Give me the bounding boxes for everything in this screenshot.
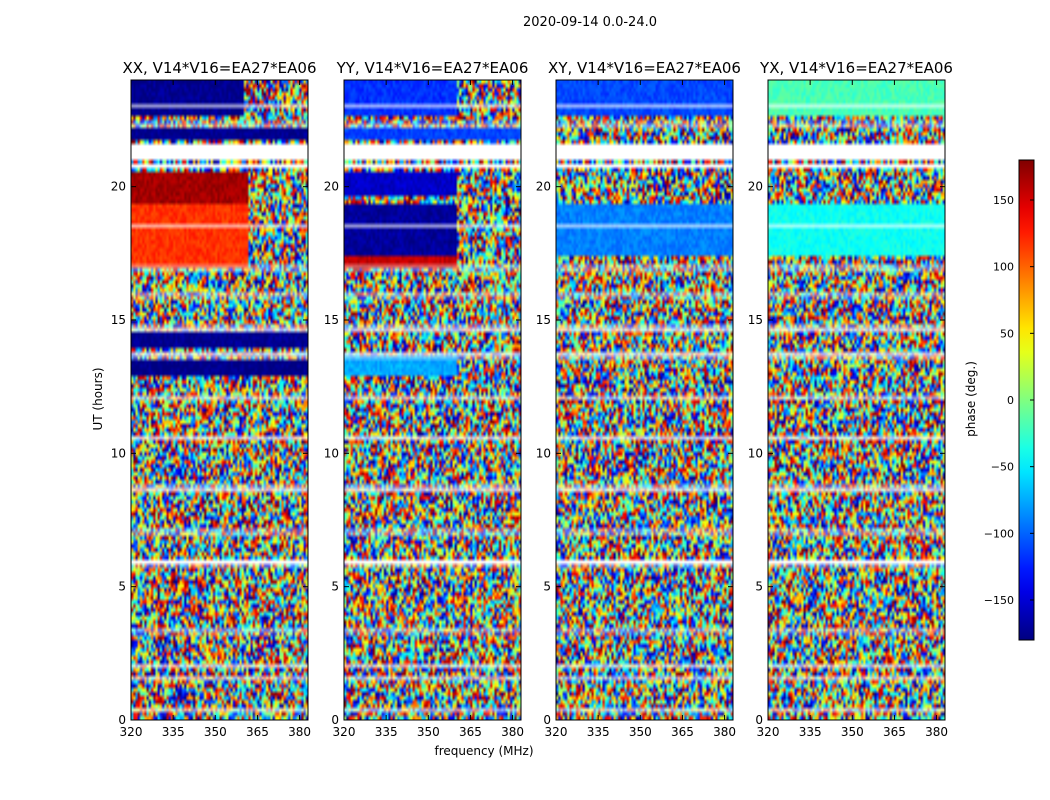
y-tick-label: 15 bbox=[748, 313, 763, 327]
colorbar-tick-label: 50 bbox=[1000, 327, 1014, 340]
panel-3: XY, V14*V16=EA27*EA06 320 335 350 365 380 0 5 10… bbox=[536, 59, 741, 739]
x-tick-label: 335 bbox=[799, 725, 822, 739]
y-tick-label: 10 bbox=[748, 446, 763, 460]
x-tick-label: 320 bbox=[120, 725, 143, 739]
panel-title: XY, V14*V16=EA27*EA06 bbox=[548, 59, 741, 77]
colorbar: 150 100 50 0 −50 −100 −150 bbox=[984, 159, 1035, 641]
colorbar-tick-label: −150 bbox=[984, 594, 1014, 607]
y-axis-label: UT (hours) bbox=[91, 367, 105, 430]
y-tick-label: 20 bbox=[748, 180, 763, 194]
y-tick-label: 5 bbox=[755, 580, 763, 594]
y-tick-label: 20 bbox=[536, 180, 551, 194]
x-tick-label: 335 bbox=[162, 725, 185, 739]
x-tick-label: 380 bbox=[288, 725, 311, 739]
y-tick-label: 10 bbox=[536, 446, 551, 460]
phase-raster bbox=[131, 80, 308, 720]
colorbar-label: phase (deg.) bbox=[964, 361, 978, 437]
x-tick-label: 335 bbox=[587, 725, 610, 739]
panel-title: YX, V14*V16=EA27*EA06 bbox=[759, 59, 953, 77]
axes-frame bbox=[130, 79, 309, 721]
axes-frame bbox=[767, 79, 946, 721]
y-tick-label: 0 bbox=[755, 713, 763, 727]
x-tick-label: 365 bbox=[246, 725, 269, 739]
y-tick-label: 10 bbox=[111, 446, 126, 460]
y-tick-label: 15 bbox=[111, 313, 126, 327]
x-tick-label: 380 bbox=[925, 725, 948, 739]
y-tick-label: 0 bbox=[543, 713, 551, 727]
y-tick-label: 5 bbox=[543, 580, 551, 594]
colorbar-tick-label: 100 bbox=[993, 261, 1014, 274]
x-tick-label: 320 bbox=[757, 725, 780, 739]
panel-group: XX, V14*V16=EA27*EA06 320 335 350 365 380 0 5 10… bbox=[111, 59, 953, 739]
y-tick-label: 5 bbox=[331, 580, 339, 594]
axes-frame bbox=[343, 79, 522, 721]
x-tick-label: 335 bbox=[375, 725, 398, 739]
x-tick-label: 380 bbox=[713, 725, 736, 739]
x-tick-label: 365 bbox=[459, 725, 482, 739]
panel-title: XX, V14*V16=EA27*EA06 bbox=[122, 59, 316, 77]
colorbar-tick-label: −100 bbox=[984, 527, 1014, 540]
colorbar-tick-label: 150 bbox=[993, 194, 1014, 207]
y-tick-label: 0 bbox=[331, 713, 339, 727]
x-tick-label: 320 bbox=[545, 725, 568, 739]
x-axis-label: frequency (MHz) bbox=[434, 744, 533, 758]
y-tick-label: 0 bbox=[118, 713, 126, 727]
x-tick-label: 365 bbox=[671, 725, 694, 739]
y-tick-label: 5 bbox=[118, 580, 126, 594]
y-tick-label: 15 bbox=[324, 313, 339, 327]
y-tick-label: 10 bbox=[324, 446, 339, 460]
x-tick-label: 320 bbox=[333, 725, 356, 739]
y-tick-label: 15 bbox=[536, 313, 551, 327]
x-tick-label: 380 bbox=[501, 725, 524, 739]
panel-1: XX, V14*V16=EA27*EA06 320 335 350 365 380 0 5 10… bbox=[111, 59, 317, 739]
colorbar-tick-label: −50 bbox=[991, 461, 1014, 474]
panel-2: YY, V14*V16=EA27*EA06 320 335 350 365 380 0 5 10… bbox=[324, 59, 529, 739]
phase-raster bbox=[556, 80, 733, 720]
y-tick-label: 20 bbox=[111, 180, 126, 194]
x-tick-label: 350 bbox=[629, 725, 652, 739]
x-tick-label: 350 bbox=[204, 725, 227, 739]
colorbar-tick-label: 0 bbox=[1007, 394, 1014, 407]
phase-raster bbox=[768, 80, 945, 720]
axes-frame bbox=[555, 79, 734, 721]
y-tick-label: 20 bbox=[324, 180, 339, 194]
x-tick-label: 350 bbox=[841, 725, 864, 739]
panel-title: YY, V14*V16=EA27*EA06 bbox=[336, 59, 529, 77]
figure-suptitle: 2020-09-14 0.0-24.0 bbox=[523, 15, 657, 30]
x-tick-label: 350 bbox=[417, 725, 440, 739]
x-tick-label: 365 bbox=[883, 725, 906, 739]
phase-raster bbox=[344, 80, 521, 720]
panel-4: YX, V14*V16=EA27*EA06 320 335 350 365 380 0 5 10… bbox=[748, 59, 953, 739]
